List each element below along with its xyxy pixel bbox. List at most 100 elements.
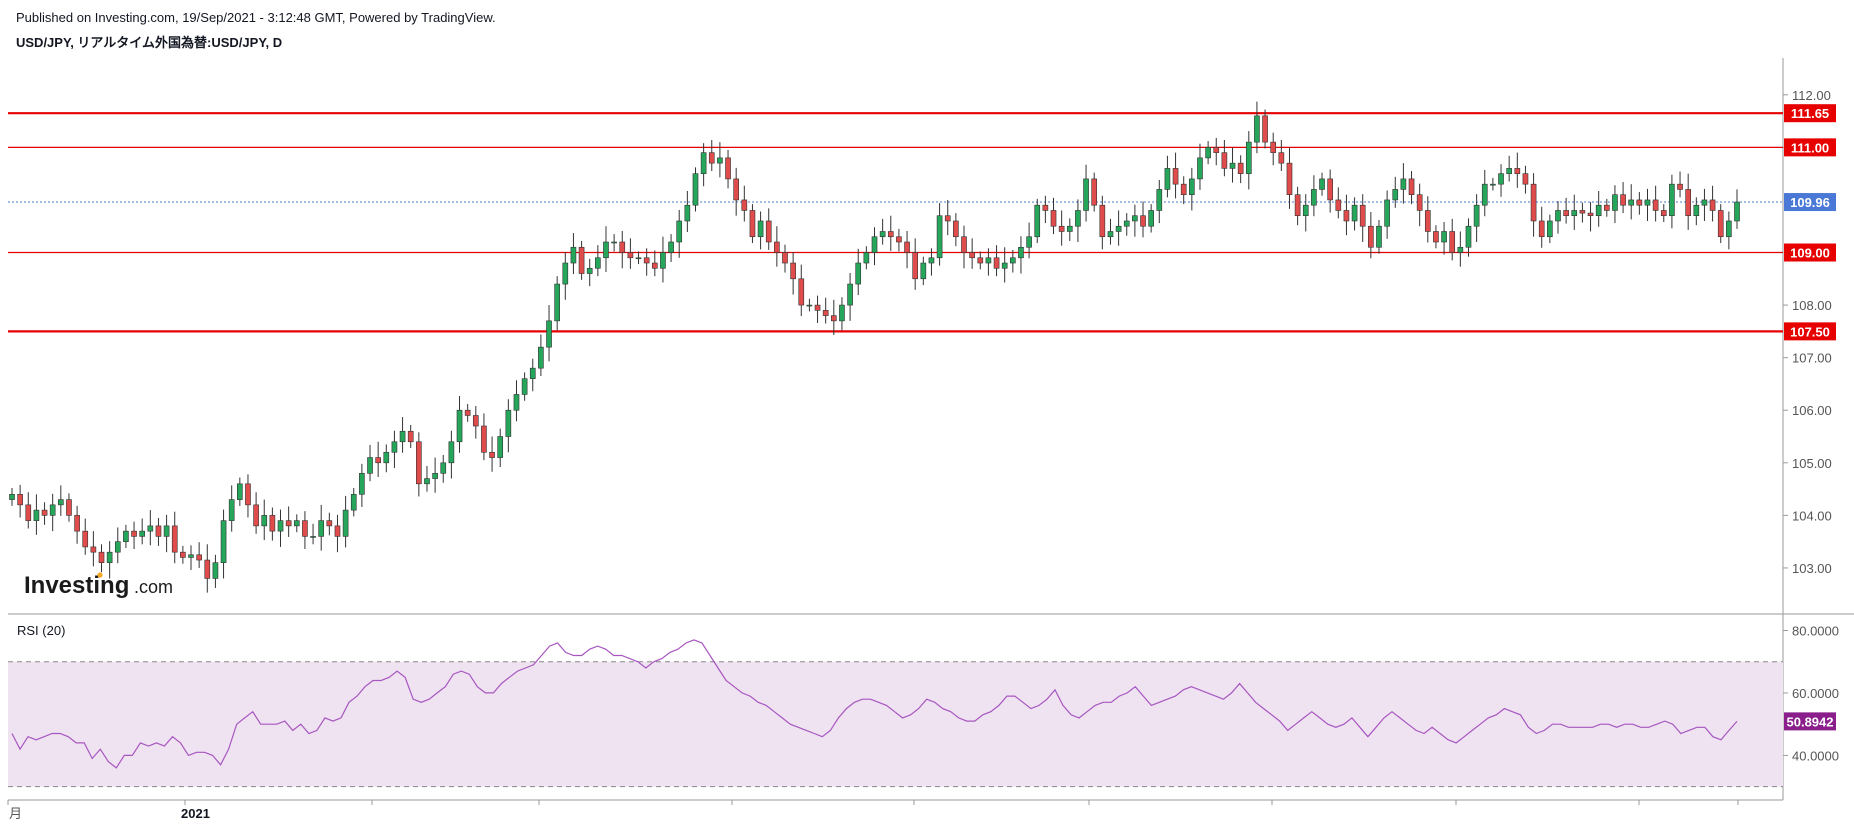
candle-body (676, 220, 683, 243)
candle-body (1636, 199, 1643, 206)
candle (1620, 182, 1626, 214)
candle (1351, 197, 1358, 231)
candle-body (619, 241, 626, 253)
candle (1270, 132, 1277, 166)
candle (1221, 140, 1228, 177)
candle (1262, 109, 1268, 149)
candle-body (293, 520, 300, 527)
candle (985, 248, 992, 276)
rsi-tick-label: 80.0000 (1792, 623, 1839, 638)
level-badge-label: 107.50 (1790, 324, 1830, 339)
candle-body (1107, 231, 1114, 238)
candle (1677, 171, 1683, 198)
candle-body (139, 530, 146, 537)
candle (90, 531, 97, 567)
candle-body (1490, 183, 1496, 186)
candle (692, 167, 699, 212)
candle-body (1547, 220, 1553, 238)
candle (1400, 163, 1407, 204)
candle (212, 554, 219, 588)
candle (1628, 184, 1635, 220)
candle (416, 432, 422, 497)
candle (1498, 164, 1504, 197)
candle (114, 527, 121, 564)
candle-body (432, 473, 438, 479)
candle-body (1311, 189, 1317, 206)
candle (1010, 249, 1016, 273)
candle (1278, 140, 1285, 172)
candle (188, 545, 194, 571)
rsi-tick-label: 40.0000 (1792, 748, 1839, 763)
candle (66, 493, 72, 522)
candle-body (928, 257, 935, 264)
candle (334, 514, 341, 553)
candle (1018, 236, 1024, 274)
candle (74, 505, 80, 544)
candle-body (1229, 162, 1236, 169)
candle (1123, 213, 1130, 236)
candle-body (578, 246, 585, 274)
candle (1254, 101, 1260, 154)
candle (171, 511, 178, 564)
candle-body (562, 262, 569, 285)
price-tick-label: 103.00 (1792, 561, 1832, 576)
candle (448, 430, 455, 479)
candle-body (1441, 231, 1447, 243)
candle-body (1473, 204, 1480, 227)
candle (733, 167, 739, 216)
candle-body (1424, 210, 1431, 232)
candle-body (1620, 194, 1626, 206)
candle (245, 474, 251, 518)
candle (17, 484, 23, 518)
candle (611, 234, 617, 252)
candle (1197, 143, 1203, 190)
candle (1473, 194, 1480, 242)
candle-body (1042, 204, 1049, 211)
candle-body (521, 378, 528, 395)
candle-body (798, 278, 805, 306)
candle-body (106, 551, 113, 563)
candle (887, 215, 894, 251)
candle (1522, 165, 1529, 194)
candle (1075, 199, 1081, 242)
candle (237, 477, 243, 506)
candle-body (1612, 194, 1618, 211)
candle-body (456, 409, 463, 443)
candle (676, 209, 683, 258)
candle-body (1351, 204, 1358, 222)
candle (1441, 222, 1447, 255)
candle (1555, 200, 1561, 234)
candle-body (977, 257, 984, 264)
candle (944, 199, 951, 236)
candle (1506, 155, 1512, 182)
candle-body (375, 457, 381, 464)
candle (619, 230, 626, 269)
rsi-band (8, 661, 1783, 787)
candle-body (1693, 204, 1700, 217)
candle-body (1156, 189, 1163, 211)
candle-body (1010, 257, 1016, 264)
candle (603, 226, 609, 272)
candle-body (1018, 246, 1024, 259)
candle-body (399, 430, 406, 443)
candle-body (334, 525, 341, 537)
candle-body (204, 559, 211, 579)
candle-body (342, 509, 349, 537)
candle-body (9, 494, 15, 500)
candle-body (505, 409, 512, 437)
candle (1392, 176, 1399, 208)
candle (1490, 177, 1496, 191)
candle-body (1457, 246, 1464, 253)
candle (1424, 196, 1431, 243)
candle (708, 140, 715, 172)
rsi-title: RSI (20) (17, 623, 65, 638)
candle (668, 234, 674, 262)
candle (554, 276, 560, 331)
candle (1652, 185, 1659, 222)
candle (635, 251, 642, 265)
candle (1547, 214, 1553, 244)
candle (977, 251, 984, 270)
candle-body (1278, 152, 1285, 164)
candle (1066, 218, 1073, 241)
